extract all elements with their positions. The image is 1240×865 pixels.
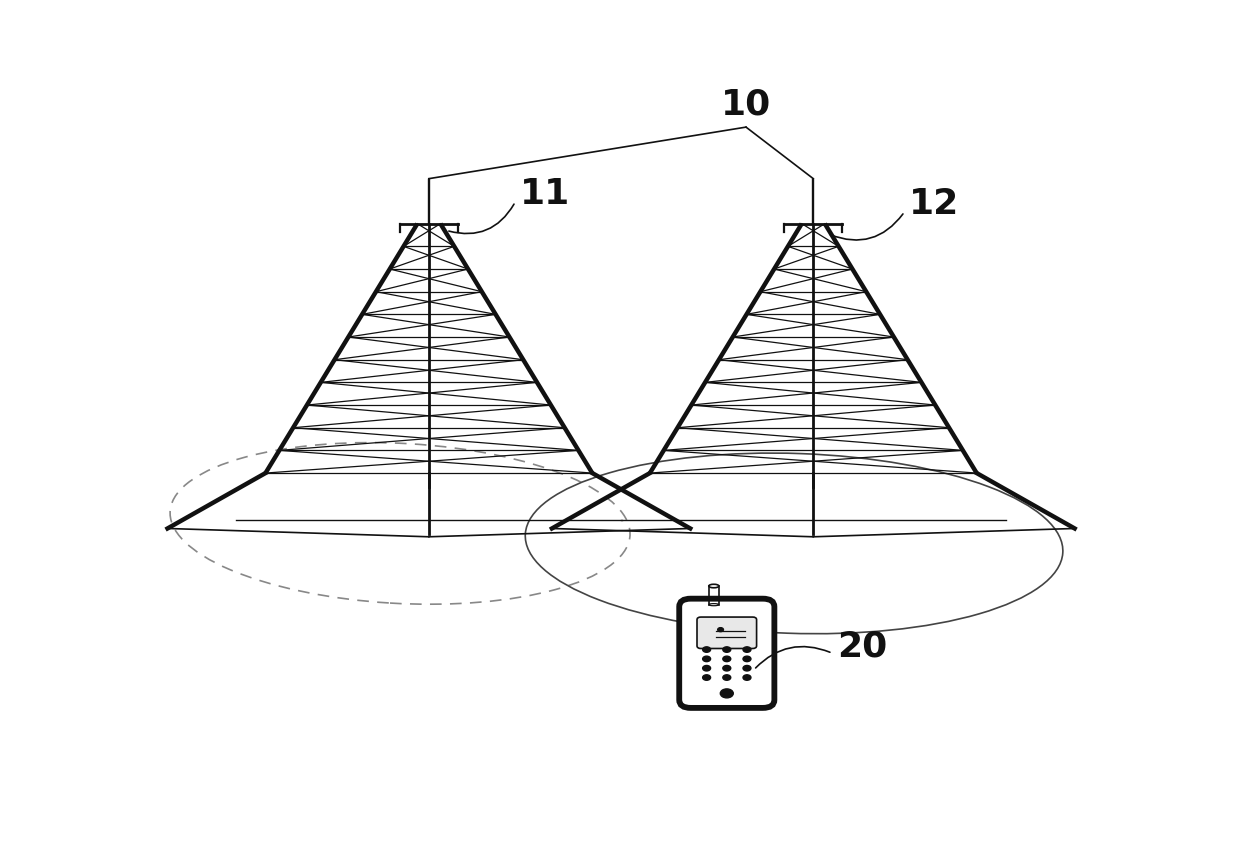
Circle shape — [743, 665, 751, 671]
Circle shape — [720, 689, 733, 698]
Text: 10: 10 — [720, 87, 771, 122]
Circle shape — [703, 675, 711, 680]
FancyBboxPatch shape — [697, 617, 756, 649]
Ellipse shape — [709, 604, 719, 606]
Text: 12: 12 — [909, 187, 960, 221]
Text: 20: 20 — [837, 630, 888, 663]
Circle shape — [743, 657, 751, 662]
Circle shape — [723, 647, 730, 652]
Text: 11: 11 — [521, 176, 570, 211]
Ellipse shape — [709, 584, 719, 588]
Circle shape — [703, 665, 711, 671]
Circle shape — [723, 665, 730, 671]
Circle shape — [723, 675, 730, 680]
Circle shape — [743, 647, 751, 652]
Circle shape — [703, 647, 711, 652]
Circle shape — [718, 628, 723, 631]
Circle shape — [743, 675, 751, 680]
Circle shape — [703, 657, 711, 662]
Circle shape — [723, 657, 730, 662]
FancyBboxPatch shape — [680, 599, 774, 708]
